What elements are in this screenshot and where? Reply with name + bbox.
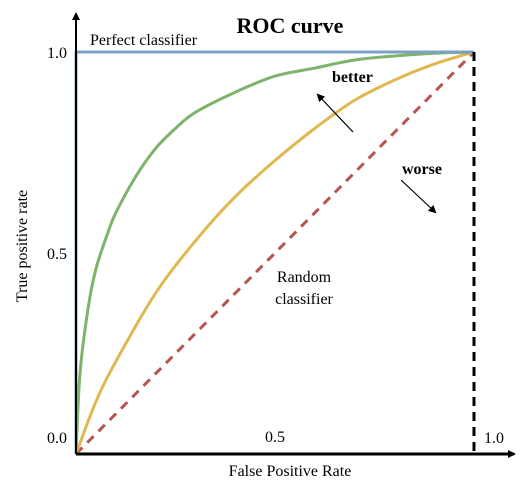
y-tick-label-0: 0.5 xyxy=(47,246,67,263)
random-classifier-line xyxy=(74,50,476,456)
x-tick-label-0: 0.0 xyxy=(47,430,67,447)
x-axis-label: False Positive Rate xyxy=(229,463,352,480)
annotation-worse: worse xyxy=(402,161,442,178)
worse-arrow xyxy=(400,179,437,214)
x-tick-label-1: 0.5 xyxy=(265,429,285,446)
series-line-2 xyxy=(74,50,475,455)
y-tick-label-1: 1.0 xyxy=(47,45,67,62)
chart-title: ROC curve xyxy=(237,13,344,38)
x-tick-label-2: 1.0 xyxy=(484,430,504,447)
series-line-1 xyxy=(74,50,475,455)
y-axis-label: True positive rate xyxy=(14,190,31,302)
annotation-better: better xyxy=(332,69,373,86)
annotation-classifier: classifier xyxy=(275,291,333,308)
plot-area: 0.0 0.5 1.0 0.5 1.0 Perfect classifier better w… xyxy=(47,12,516,458)
better-arrow xyxy=(316,93,354,133)
annotation-random: Random xyxy=(277,269,332,286)
annotation-perfect-classifier: Perfect classifier xyxy=(90,32,198,49)
